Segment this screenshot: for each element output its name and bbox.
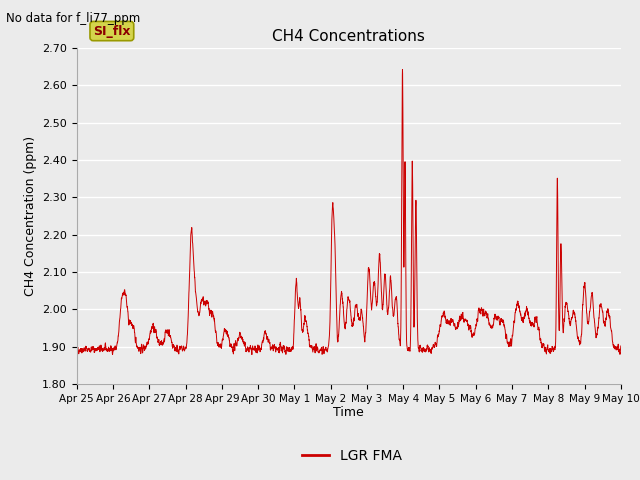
Text: SI_flx: SI_flx	[93, 24, 131, 37]
Text: No data for f_li77_ppm: No data for f_li77_ppm	[6, 12, 141, 25]
Y-axis label: CH4 Concentration (ppm): CH4 Concentration (ppm)	[24, 136, 36, 296]
Legend: LGR FMA: LGR FMA	[296, 443, 408, 468]
Title: CH4 Concentrations: CH4 Concentrations	[273, 29, 425, 44]
X-axis label: Time: Time	[333, 407, 364, 420]
